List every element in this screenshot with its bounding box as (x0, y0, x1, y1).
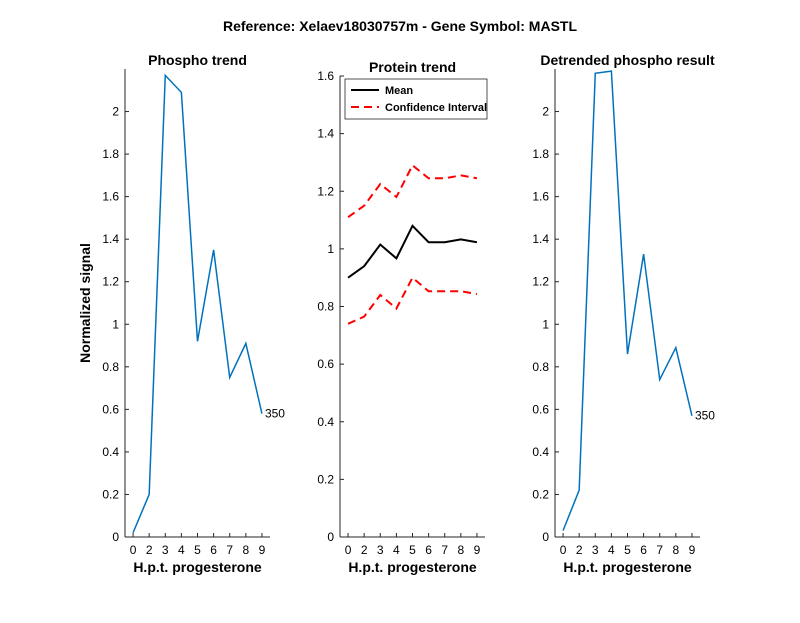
x-tick-label: 5 (194, 543, 201, 557)
point-annotation: 350 (265, 407, 285, 421)
y-tick-label: 0.6 (317, 357, 334, 371)
y-tick-label: 1.2 (102, 275, 119, 289)
x-tick-label: 2 (146, 543, 153, 557)
x-tick-label: 8 (242, 543, 249, 557)
x-tick-label: 7 (656, 543, 663, 557)
x-tick-label: 5 (624, 543, 631, 557)
y-tick-label: 0.2 (102, 487, 119, 501)
y-tick-label: 0.4 (532, 445, 549, 459)
y-tick-label: 0 (542, 530, 549, 544)
y-tick-label: 1.2 (317, 184, 334, 198)
x-axis-label: H.p.t. progesterone (133, 559, 262, 575)
x-axis-label: H.p.t. progesterone (563, 559, 692, 575)
x-tick-label: 2 (576, 543, 583, 557)
y-tick-label: 1 (542, 317, 549, 331)
x-tick-label: 2 (361, 543, 368, 557)
y-tick-label: 1.4 (532, 232, 549, 246)
y-tick-label: 1.8 (102, 147, 119, 161)
y-axis-label: Normalized signal (77, 243, 93, 363)
y-tick-label: 1 (112, 317, 119, 331)
x-tick-label: 3 (377, 543, 384, 557)
x-tick-label: 0 (560, 543, 567, 557)
y-tick-label: 0.4 (102, 445, 119, 459)
y-tick-label: 0 (327, 530, 334, 544)
y-tick-label: 1.6 (102, 190, 119, 204)
legend-entry: Confidence Interval (385, 102, 487, 114)
x-tick-label: 7 (226, 543, 233, 557)
y-tick-label: 0.4 (317, 415, 334, 429)
panel-title: Phospho trend (148, 52, 247, 68)
y-tick-label: 1.4 (102, 232, 119, 246)
x-tick-label: 6 (425, 543, 432, 557)
y-tick-label: 1.6 (317, 69, 334, 83)
y-tick-label: 0.8 (317, 300, 334, 314)
y-tick-label: 1.6 (532, 190, 549, 204)
y-tick-label: 0.6 (532, 402, 549, 416)
point-annotation: 350 (695, 409, 715, 423)
x-tick-label: 4 (608, 543, 615, 557)
x-tick-label: 8 (672, 543, 679, 557)
x-tick-label: 9 (259, 543, 266, 557)
y-tick-label: 0.8 (532, 360, 549, 374)
y-tick-label: 1.4 (317, 127, 334, 141)
panel-title: Detrended phospho result (540, 52, 715, 68)
x-tick-label: 6 (210, 543, 217, 557)
figure-title: Reference: Xelaev18030757m - Gene Symbol… (223, 18, 577, 34)
x-tick-label: 3 (592, 543, 599, 557)
y-tick-label: 0 (112, 530, 119, 544)
legend: Mean Confidence Interval (345, 79, 487, 119)
x-tick-label: 4 (393, 543, 400, 557)
y-tick-label: 1 (327, 242, 334, 256)
x-tick-label: 6 (640, 543, 647, 557)
y-tick-label: 2 (112, 105, 119, 119)
y-tick-label: 0.6 (102, 402, 119, 416)
x-tick-label: 9 (689, 543, 696, 557)
panel-title: Protein trend (369, 59, 456, 75)
y-tick-label: 0.8 (102, 360, 119, 374)
y-tick-label: 1.2 (532, 275, 549, 289)
x-tick-label: 0 (130, 543, 137, 557)
y-tick-label: 1.8 (532, 147, 549, 161)
x-tick-label: 5 (409, 543, 416, 557)
x-axis-label: H.p.t. progesterone (348, 559, 477, 575)
y-tick-label: 0.2 (532, 487, 549, 501)
x-tick-label: 3 (162, 543, 169, 557)
x-tick-label: 7 (441, 543, 448, 557)
legend-entry: Mean (385, 85, 413, 97)
x-tick-label: 8 (457, 543, 464, 557)
y-tick-label: 0.2 (317, 472, 334, 486)
x-tick-label: 0 (345, 543, 352, 557)
y-tick-label: 2 (542, 105, 549, 119)
x-tick-label: 4 (178, 543, 185, 557)
x-tick-label: 9 (474, 543, 481, 557)
